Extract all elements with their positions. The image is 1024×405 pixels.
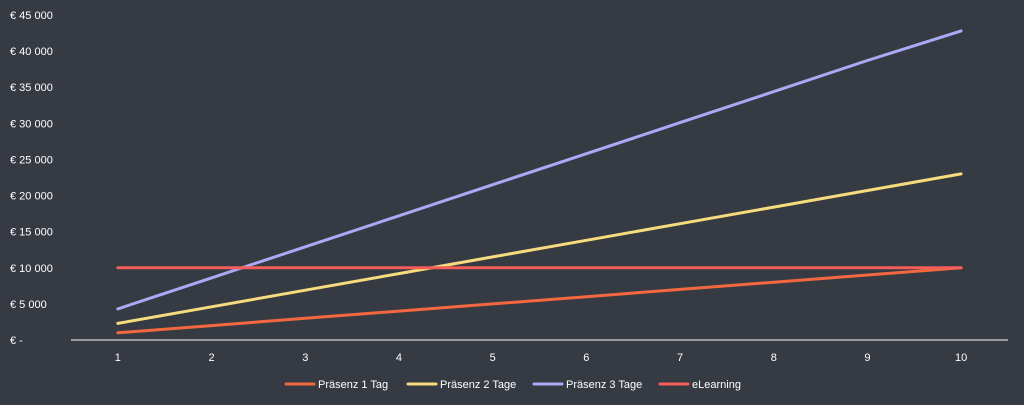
x-tick-label: 1 (115, 352, 121, 364)
y-tick-label: € 40 000 (10, 46, 53, 58)
x-tick-label: 4 (396, 352, 402, 364)
legend-label: eLearning (692, 379, 741, 391)
legend-label: Präsenz 3 Tage (566, 379, 642, 391)
legend-label: Präsenz 1 Tag (318, 379, 388, 391)
y-tick-label: € 10 000 (10, 263, 53, 275)
legend-label: Präsenz 2 Tage (440, 379, 516, 391)
y-tick-label: € 45 000 (10, 10, 53, 22)
y-tick-label: € 25 000 (10, 154, 53, 166)
y-tick-label: € 5 000 (10, 299, 47, 311)
x-tick-label: 10 (955, 352, 967, 364)
x-tick-label: 3 (302, 352, 308, 364)
y-tick-label: € 30 000 (10, 118, 53, 130)
x-tick-label: 8 (771, 352, 777, 364)
y-tick-label: € 35 000 (10, 82, 53, 94)
y-tick-label: € - (10, 335, 23, 347)
x-tick-label: 7 (677, 352, 683, 364)
x-tick-label: 9 (864, 352, 870, 364)
y-tick-label: € 15 000 (10, 227, 53, 239)
plot-area (116, 29, 963, 335)
x-tick-label: 2 (208, 352, 214, 364)
series-line-1 (116, 266, 963, 335)
x-tick-label: 5 (490, 352, 496, 364)
x-tick-label: 6 (583, 352, 589, 364)
x-axis: 1 2 3 4 5 6 7 8 9 10 (115, 352, 967, 364)
legend: Präsenz 1 Tag Präsenz 2 Tage Präsenz 3 Tag… (284, 379, 741, 391)
series-line-2 (116, 172, 963, 325)
y-axis: € - € 5 000 € 10 000 € 15 000 € 20 000 € 25 0… (10, 10, 53, 347)
series-line-3 (116, 29, 963, 311)
y-tick-label: € 20 000 (10, 191, 53, 203)
